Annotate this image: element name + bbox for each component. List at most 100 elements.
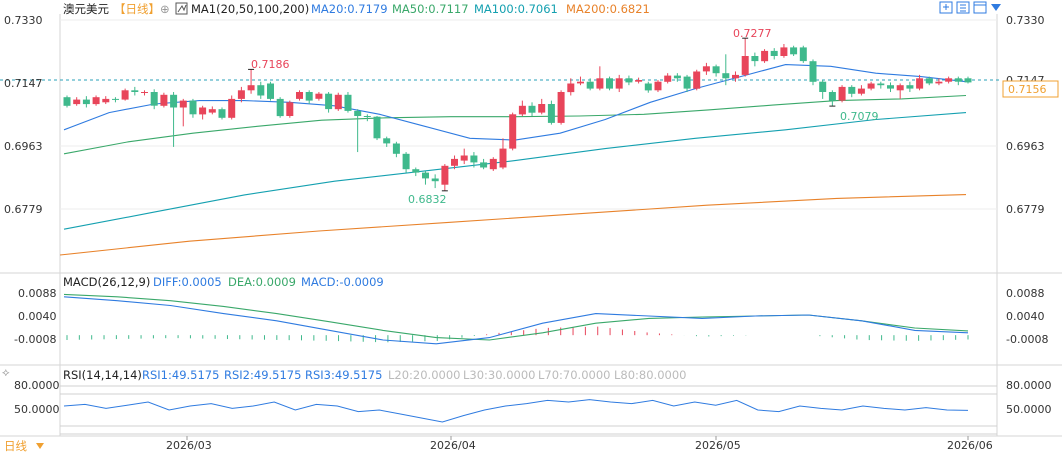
candle-body [916, 78, 924, 89]
candle-body [305, 92, 313, 101]
rsi1-value: RSI1:49.5175 [142, 368, 219, 382]
rsi-drag-icon[interactable]: ⟡ [2, 365, 10, 379]
candle [286, 100, 294, 118]
candle [654, 80, 662, 93]
ma200-value: MA200:0.6821 [566, 2, 650, 16]
candle-body [218, 109, 226, 118]
candle [828, 90, 836, 107]
candle [538, 98, 546, 115]
candle [887, 82, 894, 93]
candle [315, 92, 323, 101]
candle [160, 92, 168, 108]
scroll-down-icon[interactable] [991, 4, 1001, 11]
macd-hist-value: MACD:-0.0009 [301, 275, 384, 289]
candle [741, 38, 749, 77]
candle [276, 97, 284, 118]
rsi-l80-value: L80:80.0000 [614, 368, 686, 382]
settings-icon[interactable]: ⊕ [160, 2, 170, 16]
candle [325, 92, 333, 113]
candle-body [567, 83, 575, 93]
candle [751, 52, 759, 67]
svg-text:2026/05: 2026/05 [695, 439, 741, 452]
candle-body [470, 155, 478, 163]
candle [257, 81, 265, 99]
candle-body [373, 116, 381, 139]
candle [373, 116, 381, 141]
candle-body [557, 92, 565, 123]
layout-icon[interactable] [956, 1, 970, 14]
period-dropdown-icon[interactable] [36, 443, 44, 449]
candle [683, 74, 691, 93]
candle [402, 152, 410, 173]
macd-diff-value: DIFF:0.0005 [153, 275, 222, 289]
fullscreen-icon[interactable] [939, 1, 953, 14]
candle-body [460, 155, 468, 161]
candle-body [412, 169, 420, 173]
candle [954, 76, 962, 86]
candle-body [73, 99, 81, 105]
svg-text:0.6779: 0.6779 [4, 203, 43, 216]
candle [615, 74, 623, 93]
candle-body [596, 78, 604, 89]
candle-body [770, 50, 778, 56]
candle [790, 45, 798, 57]
candle [528, 102, 536, 117]
candle [935, 78, 943, 86]
candle-body [112, 98, 119, 100]
candle-body [237, 90, 245, 99]
candle-body [267, 83, 274, 99]
period-selector[interactable]: 日线 [4, 439, 27, 453]
current-price-label: 0.7156 [1008, 83, 1047, 96]
svg-text:2026/03: 2026/03 [166, 439, 212, 452]
svg-text:0.7330: 0.7330 [4, 14, 43, 27]
candle-body [325, 93, 333, 110]
candle [441, 164, 449, 191]
symbol-title: 澳元美元 [63, 2, 109, 16]
svg-text:0.0040: 0.0040 [1006, 310, 1045, 323]
candle [712, 64, 720, 77]
candle-body [780, 47, 788, 56]
toolbar [939, 1, 1001, 14]
rsi2-value: RSI2:49.5175 [224, 368, 301, 382]
candle [547, 100, 555, 125]
date-axis: 2026/03 2026/04 2026/05 2026/06 [166, 436, 993, 452]
candle-body [819, 81, 827, 92]
candle [722, 54, 730, 86]
candle-body [857, 88, 865, 94]
candlesticks [63, 37, 972, 192]
candle-body [945, 78, 953, 82]
candle-body [702, 66, 710, 72]
candle-body [228, 98, 236, 118]
ma20-value: MA20:0.7179 [311, 2, 388, 16]
candle-body [935, 81, 943, 84]
window-icon[interactable] [973, 1, 987, 14]
candle-body [363, 116, 371, 117]
candle-body [867, 83, 875, 89]
candle [112, 97, 119, 103]
candle-body [712, 66, 720, 74]
indicator-toggle-icon[interactable] [175, 2, 188, 15]
candle-body [431, 178, 439, 182]
candle [499, 138, 507, 170]
candle-body [208, 109, 216, 113]
candle [208, 106, 216, 115]
candle-body [693, 71, 701, 89]
svg-text:80.0000: 80.0000 [14, 379, 60, 392]
rsi-axis-right: 80.0000 50.0000 [1006, 379, 1052, 416]
svg-text:-0.0008: -0.0008 [1006, 333, 1048, 346]
candle [141, 90, 148, 96]
candle [809, 59, 817, 86]
candle [925, 76, 933, 86]
candle [179, 98, 187, 127]
candle [199, 105, 207, 120]
candle-body [722, 73, 730, 79]
candle-body [247, 85, 255, 91]
candle-body [538, 104, 546, 113]
macd-panel [63, 293, 969, 345]
candle [237, 86, 245, 103]
candle-body [654, 81, 662, 91]
candle-body [635, 80, 643, 82]
svg-text:80.0000: 80.0000 [1006, 379, 1052, 392]
candle-body [392, 143, 400, 154]
candle [673, 73, 681, 82]
